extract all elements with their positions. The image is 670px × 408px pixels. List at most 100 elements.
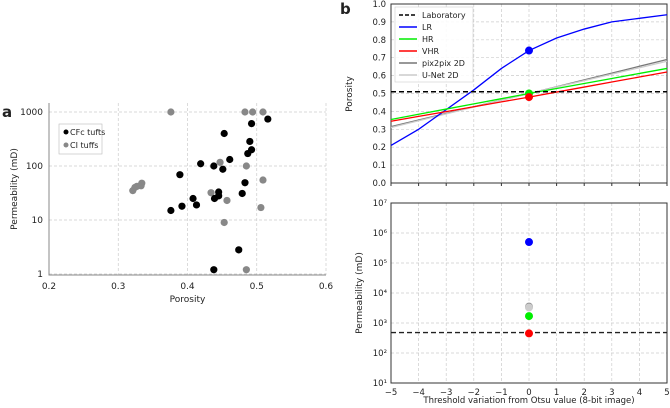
legend-marker <box>63 142 69 148</box>
y-tick-label: 0.5 <box>372 90 386 100</box>
data-point <box>525 238 533 247</box>
data-point <box>241 179 249 187</box>
y-tick-label: 10⁴ <box>373 289 388 299</box>
data-point <box>247 119 256 128</box>
x-tick-label: 5 <box>664 388 669 398</box>
y-tick-label: 0.6 <box>372 72 386 82</box>
data-point <box>525 329 533 338</box>
data-point <box>259 108 267 116</box>
data-point <box>257 203 265 212</box>
y-tick-label: 10⁵ <box>373 259 387 269</box>
legend-label: Laboratory <box>422 11 466 20</box>
y-tick-label: 0.2 <box>372 143 386 153</box>
x-tick-label: −5 <box>385 388 398 398</box>
y-tick-label: 10² <box>373 349 387 359</box>
x-tick-label: 0.6 <box>319 282 334 292</box>
x-tick-label: −3 <box>440 388 453 398</box>
y-tick-label: 10⁷ <box>373 199 388 209</box>
data-point <box>207 189 215 197</box>
y-tick-label: 0.9 <box>372 18 386 28</box>
y-tick-label: 1.0 <box>372 0 386 10</box>
data-point <box>242 266 250 274</box>
data-point <box>525 93 533 102</box>
y-tick-label: 1 <box>37 270 43 280</box>
panel-a-scatter: 0.2 0.3 0.4 0.5 0.6 1 10 100 1000 Porosity Permeab… <box>10 103 333 305</box>
data-point <box>167 206 175 215</box>
y-tick-label: 0.4 <box>372 107 386 117</box>
x-tick-label: 0.4 <box>180 282 195 292</box>
legend-label: CFc tufts <box>70 128 105 137</box>
data-point <box>525 303 533 312</box>
y-tick-label: 0.3 <box>372 125 386 135</box>
data-point <box>525 46 533 55</box>
data-point <box>220 218 228 227</box>
data-point <box>248 108 257 116</box>
axes <box>390 202 668 384</box>
data-point <box>246 137 254 146</box>
data-point <box>223 196 231 205</box>
legend-label: HR <box>422 35 434 44</box>
x-axis-label: Threshold variation from Otsu value (8-b… <box>422 396 634 406</box>
data-point <box>176 171 184 179</box>
panel-b-porosity: 0.0 0.1 0.2 0.3 0.4 0.5 0.6 0.7 0.8 0.9 1.0 Porosit… <box>345 0 668 189</box>
axes <box>390 3 668 184</box>
y-tick-label: 100 <box>26 162 43 172</box>
data-point <box>192 201 201 209</box>
data-point <box>226 155 234 164</box>
panel-label-a: a <box>2 103 12 121</box>
x-tick-label: 2 <box>581 388 586 398</box>
x-tick-label: 0.3 <box>111 282 125 292</box>
legend <box>58 123 103 155</box>
legend-marker <box>63 129 69 135</box>
data-point <box>197 160 205 168</box>
y-axis-label: Permeability (mD) <box>355 252 365 334</box>
x-tick-label: −2 <box>468 388 481 398</box>
data-point <box>235 246 243 254</box>
x-tick-label: 1 <box>554 388 559 398</box>
legend-label: CI tuffs <box>70 141 98 150</box>
data-point <box>210 194 219 203</box>
legend-label: LR <box>422 23 432 32</box>
data-point <box>259 176 267 184</box>
data-point <box>178 202 186 210</box>
data-point <box>167 108 175 116</box>
legend-label: VHR <box>422 47 439 56</box>
y-tick-label: 1000 <box>20 108 43 118</box>
data-point <box>238 189 246 198</box>
data-point <box>210 266 218 274</box>
x-tick-label: 4 <box>637 388 642 398</box>
data-point <box>525 312 533 321</box>
y-axis-label: Porosity <box>345 75 355 111</box>
y-tick-label: 10⁶ <box>373 229 388 239</box>
panel-label-b: b <box>340 0 351 18</box>
data-point <box>220 129 228 138</box>
data-point <box>244 149 252 158</box>
x-tick-label: 0.5 <box>250 282 264 292</box>
data-point <box>189 194 197 203</box>
panel-b-permeability: −5 −4 −3 −2 −1 0 1 2 3 4 5 10¹ 10² 10³ 10⁴ 10⁵ 10⁶ 10⁷ Thr… <box>355 199 670 406</box>
data-point <box>242 162 250 170</box>
y-tick-label: 10¹ <box>373 379 387 389</box>
data-point <box>264 115 272 123</box>
x-tick-label: 3 <box>609 388 614 398</box>
x-tick-label: −1 <box>495 388 508 398</box>
data-point <box>219 165 227 173</box>
legend <box>394 6 474 83</box>
x-axis-label: Porosity <box>170 295 206 305</box>
y-tick-label: 0.7 <box>372 54 386 64</box>
data-point <box>216 158 224 166</box>
axes <box>48 103 326 276</box>
x-tick-label: −4 <box>412 388 425 398</box>
data-point <box>210 162 218 170</box>
legend-label: pix2pix 2D <box>422 59 465 68</box>
y-tick-label: 10 <box>32 216 44 226</box>
y-tick-label: 10³ <box>373 319 387 329</box>
y-tick-label: 0.1 <box>372 161 386 171</box>
y-tick-label: 0.8 <box>372 36 386 46</box>
x-tick-label: 0.2 <box>42 282 56 292</box>
y-tick-label: 0.0 <box>372 179 386 189</box>
data-point <box>138 179 146 187</box>
x-tick-label: 0 <box>526 388 531 398</box>
data-point <box>241 108 249 116</box>
